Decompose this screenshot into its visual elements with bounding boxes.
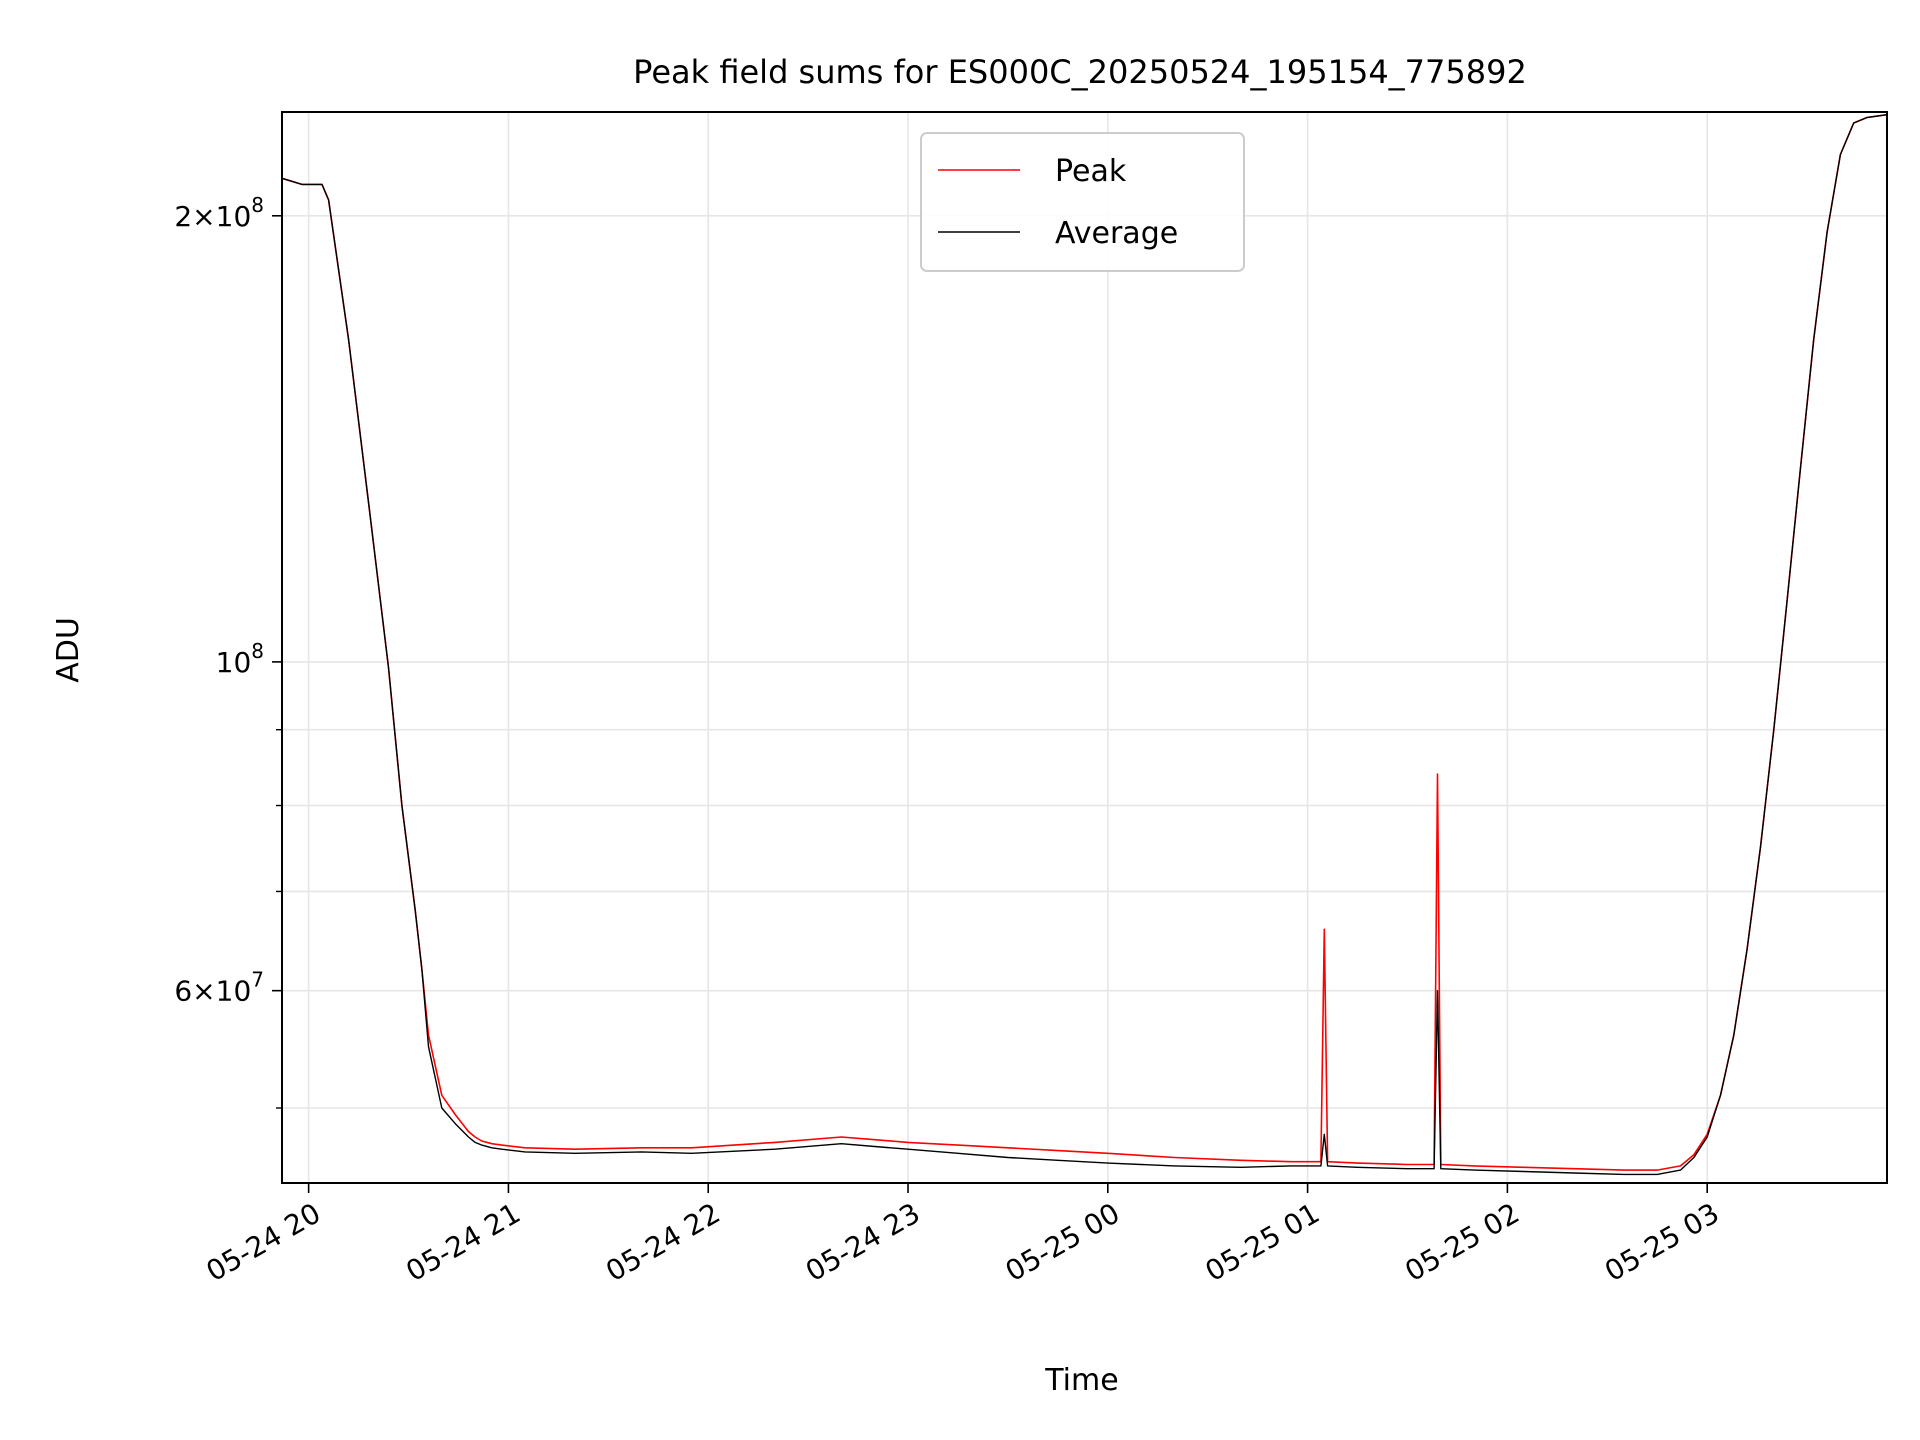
y-tick-base: 6 [174, 975, 192, 1008]
legend-box [920, 132, 1245, 272]
y-tick-label: 6×107 [174, 968, 264, 1008]
y-tick-times: ×10 [192, 975, 251, 1008]
chart-title: Peak field sums for ES000C_20250524_1951… [633, 53, 1527, 91]
y-tick-exponent: 7 [251, 968, 264, 992]
legend-label-peak: Peak [1055, 154, 1127, 189]
y-tick-exponent: 8 [251, 193, 264, 217]
y-tick-times: ×10 [192, 200, 251, 233]
legend-label-average: Average [1055, 216, 1178, 251]
y-tick-base: 2 [174, 200, 192, 233]
x-axis-label: Time [1044, 1363, 1118, 1398]
legend: Peak Average [920, 132, 1245, 272]
y-tick-ten: 10 [216, 646, 252, 679]
y-axis-label: ADU [51, 617, 86, 683]
plot-frame [281, 111, 1888, 1184]
series-lines [281, 113, 1888, 1176]
y-tick-exponent: 8 [251, 639, 264, 663]
y-tick-label: 2×108 [174, 193, 264, 233]
y-tick-label: 108 [216, 639, 264, 679]
series-line-average [281, 114, 1888, 1176]
grid [282, 112, 1887, 1183]
